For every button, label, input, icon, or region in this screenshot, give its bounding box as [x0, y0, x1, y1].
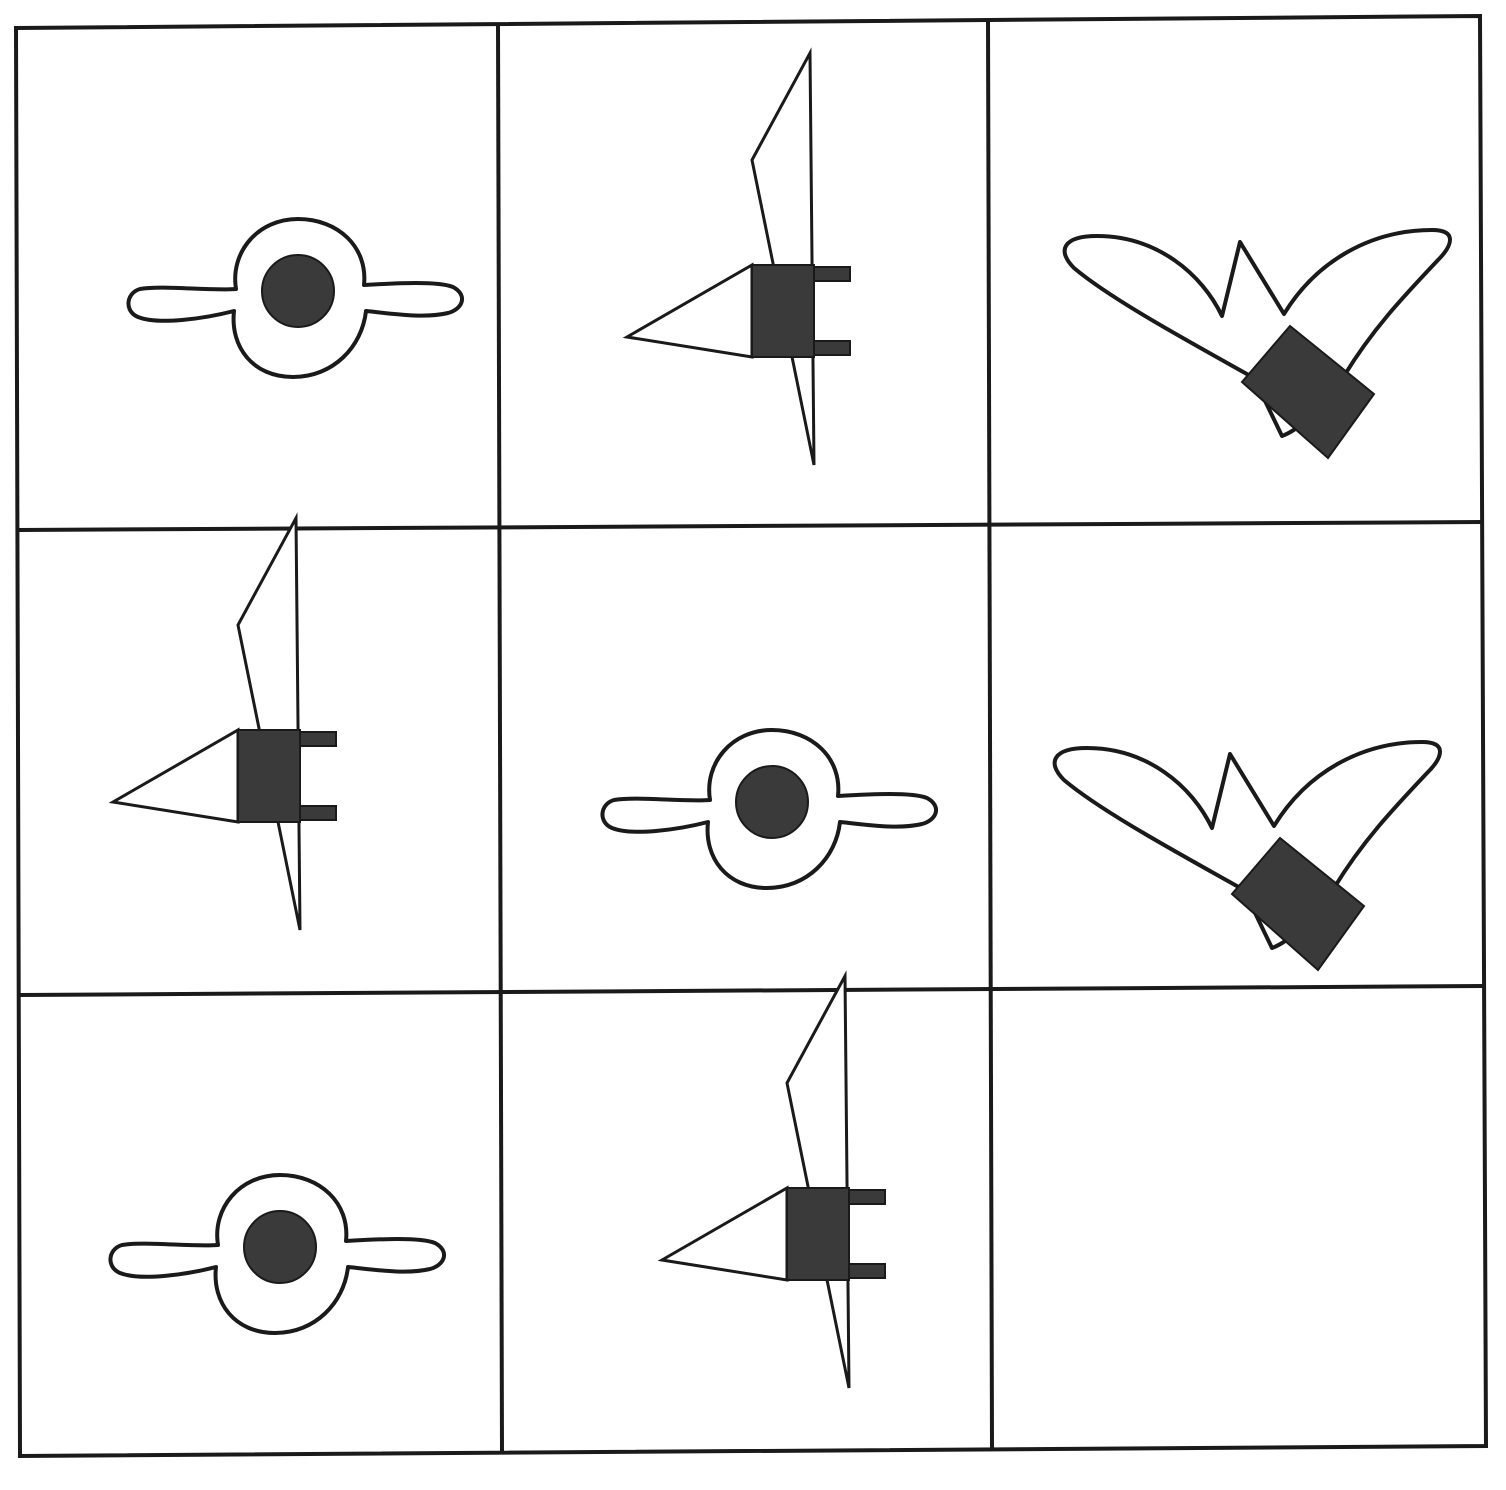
- cell-r2c3: [1052, 740, 1442, 972]
- grid-outer-border: [13, 13, 1489, 1459]
- disc-with-handles-shape: [126, 217, 465, 379]
- zigzag-wing-with-block-shape: [1062, 228, 1452, 460]
- cell-r1c2: [625, 51, 852, 467]
- grid-vertical-line-1: [496, 23, 504, 1453]
- disc-with-handles-shape: [600, 728, 939, 890]
- cell-r1c3: [1062, 228, 1452, 460]
- grid-horizontal-line-2: [19, 984, 1485, 997]
- cell-r1c1: [126, 217, 465, 379]
- disc-with-handles-shape: [108, 1173, 447, 1335]
- cell-r2c2: [600, 728, 939, 890]
- triangle-arrow-with-plug-shape: [625, 51, 852, 467]
- grid-horizontal-line-1: [17, 520, 1483, 532]
- triangle-arrow-with-plug-shape: [111, 516, 338, 932]
- zigzag-wing-with-block-shape: [1052, 740, 1442, 972]
- cell-r2c1: [111, 516, 338, 932]
- triangle-arrow-with-plug-shape: [660, 974, 887, 1390]
- grid: [13, 13, 1489, 1459]
- cell-r3c1: [108, 1173, 447, 1335]
- cell-r3c2: [660, 974, 887, 1390]
- grid-vertical-line-2: [986, 19, 994, 1449]
